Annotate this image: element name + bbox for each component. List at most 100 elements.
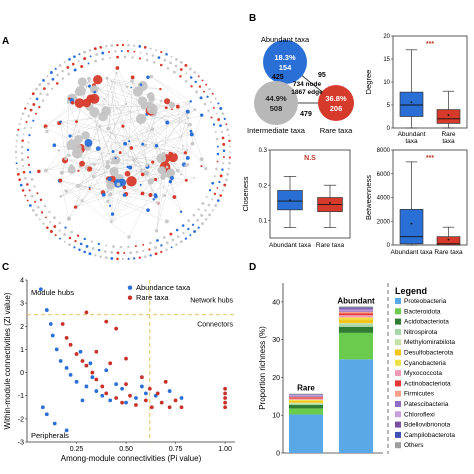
network-node: [221, 168, 224, 171]
network-node: [108, 107, 110, 109]
network-node: [105, 160, 110, 165]
x-tick-label: Abundant taxa: [391, 249, 433, 256]
network-edge: [99, 126, 142, 171]
bar-segment-rare-11: [289, 395, 323, 396]
network-node: [128, 140, 131, 143]
network-node: [189, 129, 193, 133]
legend-label-0: Abundance taxa: [136, 283, 191, 292]
network-node: [45, 216, 47, 219]
network-edge: [60, 166, 148, 197]
network-node: [165, 241, 169, 245]
network-node: [61, 77, 65, 80]
network-node: [143, 143, 148, 147]
network-node: [97, 248, 101, 252]
network-node: [49, 220, 52, 224]
network-node: [81, 131, 90, 140]
bar-segment-abundant-2: [339, 326, 373, 333]
network-node: [208, 213, 212, 217]
significance-label: ***: [426, 155, 434, 162]
bar-segment-rare-0: [289, 414, 323, 453]
network-edge: [111, 80, 161, 90]
network-node: [124, 170, 131, 177]
legend-swatch-6: [395, 359, 401, 366]
network-node: [135, 250, 139, 254]
scatter-point: [149, 405, 154, 410]
scatter-point: [134, 396, 138, 400]
network-node: [110, 44, 114, 47]
box-0: [399, 91, 424, 117]
network-node: [145, 58, 149, 62]
network-edge: [88, 78, 173, 110]
network-node: [33, 185, 36, 188]
network-node: [164, 106, 168, 110]
network-node: [184, 63, 188, 67]
network-node: [27, 163, 31, 166]
network-node: [133, 257, 136, 260]
network-node: [148, 193, 153, 197]
network-node: [159, 99, 163, 103]
bar-label-abundant: Abundant: [337, 296, 375, 305]
network-node: [109, 220, 113, 224]
network-node: [32, 103, 36, 106]
network-node: [47, 82, 50, 86]
y-tick-label: 6000: [377, 172, 391, 178]
network-node: [157, 167, 164, 174]
network-node: [27, 114, 30, 118]
network-node: [59, 170, 64, 175]
network-node: [191, 223, 195, 226]
network-node: [228, 156, 231, 159]
legend-swatch-13: [395, 431, 401, 438]
network-node: [58, 64, 62, 67]
network-node: [94, 59, 98, 63]
node-abundant: [263, 40, 307, 84]
bar-segment-abundant-12: [339, 308, 373, 310]
network-node: [122, 193, 127, 197]
network-node: [42, 222, 45, 225]
network-node: [183, 151, 188, 155]
link-abundant-rare-value: 95: [318, 72, 326, 79]
scatter-point: [80, 398, 85, 403]
network-node: [149, 241, 152, 245]
network-node: [127, 43, 130, 47]
legend-marker-0: [127, 285, 133, 290]
box-1: [436, 236, 461, 246]
mean-marker: [447, 238, 450, 241]
network-node: [138, 256, 141, 259]
network-node: [151, 160, 155, 164]
network-node: [108, 192, 113, 197]
scatter-point: [64, 366, 69, 370]
network-node: [140, 168, 144, 172]
network-node: [157, 56, 161, 59]
y-tick-label: 1: [20, 347, 24, 354]
network-node: [147, 107, 152, 111]
scatter-point: [223, 405, 227, 410]
network-edge: [70, 135, 186, 154]
legend-swatch-7: [395, 370, 401, 377]
network-node: [187, 227, 190, 231]
network-node: [77, 169, 80, 172]
bar-segment-abundant-1: [339, 332, 373, 360]
network-node: [156, 153, 167, 164]
scatter-point: [54, 347, 59, 352]
y-tick-label: 4: [20, 278, 24, 285]
network-node: [68, 97, 71, 100]
panel-label-a: A: [2, 36, 9, 47]
quadrant-label-peripherals: Peripherals: [31, 431, 69, 440]
network-node: [168, 179, 173, 184]
network-node: [15, 145, 18, 148]
network-node: [154, 252, 158, 256]
network-node: [97, 242, 101, 246]
network-node: [211, 92, 214, 95]
x-tick-label: Rare taxa: [316, 242, 345, 249]
network-node: [106, 181, 115, 190]
network-node: [160, 51, 163, 54]
network-node: [219, 174, 223, 178]
network-edge: [108, 128, 143, 175]
network-node: [154, 229, 159, 233]
network-node: [185, 155, 190, 160]
network-node: [189, 100, 192, 103]
legend-swatch-4: [395, 339, 401, 346]
network-node: [175, 228, 179, 232]
network-node: [213, 192, 217, 195]
network-node: [16, 134, 19, 137]
